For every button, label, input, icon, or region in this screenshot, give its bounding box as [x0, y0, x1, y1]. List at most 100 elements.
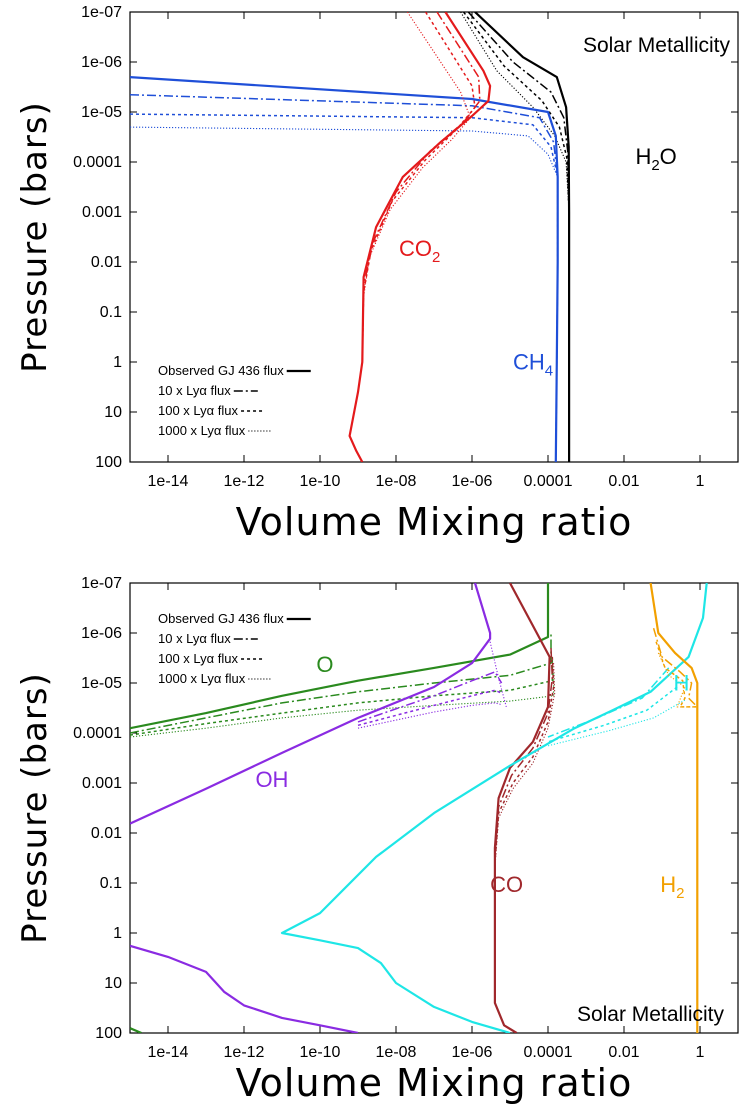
series-h-line: [547, 667, 670, 738]
legend-label: 10 x Lyα flux: [158, 383, 231, 398]
y-tick-label: 0.01: [91, 254, 122, 271]
series-h2o-line: [467, 12, 570, 462]
y-tick-label: 0.01: [91, 825, 122, 842]
x-tick-label: 1: [696, 473, 705, 490]
y-tick-label: 1e-06: [81, 625, 122, 642]
legend-label: Observed GJ 436 flux: [158, 611, 284, 626]
y-tick-label: 1: [113, 354, 122, 371]
series-co2-line: [348, 12, 492, 462]
y-tick-label: 100: [95, 1025, 122, 1042]
series-oh-line: [130, 583, 492, 825]
series-co-line: [494, 656, 555, 864]
species-label: CO2: [399, 236, 440, 266]
series-co-line: [493, 583, 551, 1033]
y-tick-label: 1e-05: [81, 104, 122, 121]
series-co-line: [494, 648, 554, 857]
panel-bottom: 1e-07 1e-06 1e-05 0.0001 0.001 0.01 0.1 1 10 100 …: [15, 575, 739, 1105]
y-tick-label: 1e-07: [81, 575, 122, 592]
x-tick-label: 1e-06: [452, 1044, 493, 1061]
y-tick-labels: 1e-07 1e-06 1e-05 0.0001 0.001 0.01 0.1 1 10 100: [73, 575, 738, 1042]
panel-title: Solar Metallicity: [577, 1003, 725, 1026]
series-o-line: [130, 671, 555, 738]
series-o-line: [130, 656, 554, 736]
y-tick-label: 0.001: [82, 775, 122, 792]
legend: Observed GJ 436 flux 10 x Lyα flux 100 x L…: [158, 611, 311, 686]
series-co2-line: [361, 12, 471, 363]
series-oh-line: [357, 702, 502, 729]
series-co2-line: [361, 12, 476, 363]
legend-label: 1000 x Lyα flux: [158, 671, 246, 686]
legend-label: 100 x Lyα flux: [158, 651, 239, 666]
x-tick-labels: 1e-14 1e-12 1e-10 1e-08 1e-06 0.0001 0.01 1: [148, 583, 705, 1061]
species-label: H2O: [635, 144, 676, 174]
species-label: H2: [660, 872, 684, 902]
y-tick-label: 1: [113, 925, 122, 942]
y-tick-label: 0.001: [82, 204, 122, 221]
species-label: CO: [490, 872, 523, 897]
x-tick-label: 1e-14: [148, 473, 189, 490]
y-tick-label: 0.0001: [73, 154, 122, 171]
panel-top: 1e-07 1e-06 1e-05 0.0001 0.001 0.01 0.1 1 10 100 …: [15, 4, 739, 544]
series-o-line: [130, 1027, 142, 1033]
x-tick-label: 1e-12: [224, 473, 265, 490]
series-oh-line: [130, 944, 359, 1033]
x-tick-label: 1e-10: [300, 473, 341, 490]
species-label: H: [673, 670, 689, 695]
series-o-line: [130, 633, 552, 734]
plot-frame: [129, 11, 739, 463]
series-oh-line: [489, 641, 507, 708]
x-tick-label: 1: [696, 1044, 705, 1061]
x-tick-label: 1e-08: [376, 473, 417, 490]
series-h2-line: [657, 652, 698, 708]
x-tick-label: 1e-10: [300, 1044, 341, 1061]
legend-label: Observed GJ 436 flux: [158, 363, 284, 378]
x-tick-label: 0.01: [608, 1044, 639, 1061]
x-tick-labels: 1e-14 1e-12 1e-10 1e-08 1e-06 0.0001 0.01 1: [148, 12, 705, 490]
legend-label: 100 x Lyα flux: [158, 403, 239, 418]
series-h2-line: [649, 583, 699, 1033]
y-tick-label: 1e-05: [81, 675, 122, 692]
series-h2o-line: [463, 12, 570, 462]
series-h2o-line: [474, 12, 571, 462]
series-layer: [130, 583, 708, 1033]
y-tick-label: 1e-06: [81, 54, 122, 71]
x-tick-label: 1e-08: [376, 1044, 417, 1061]
legend: Observed GJ 436 flux 10 x Lyα flux 100 x L…: [158, 363, 311, 438]
series-co2-line: [361, 12, 481, 363]
x-tick-label: 0.0001: [524, 1044, 573, 1061]
series-h-line: [280, 583, 708, 1033]
series-co-line: [494, 663, 556, 868]
species-labels: H2O CO2 CH4: [399, 144, 677, 379]
series-ch4-line: [130, 126, 559, 462]
y-axis-label: Pressure (bars): [15, 101, 55, 373]
series-h-line: [547, 686, 678, 743]
x-axis-label: Volume Mixing ratio: [236, 1061, 633, 1105]
x-tick-label: 1e-14: [148, 1044, 189, 1061]
x-tick-label: 1e-12: [224, 1044, 265, 1061]
y-axis-label: Pressure (bars): [15, 672, 55, 944]
series-h2-line: [655, 641, 698, 708]
series-h2-line: [652, 627, 698, 708]
panel-title: Solar Metallicity: [583, 34, 731, 57]
species-label: CH4: [513, 349, 553, 379]
x-tick-label: 1e-06: [452, 473, 493, 490]
species-label: O: [316, 652, 333, 677]
y-tick-label: 0.0001: [73, 725, 122, 742]
series-oh-line: [357, 671, 503, 723]
series-layer: [130, 12, 571, 462]
series-h-line: [547, 699, 686, 747]
plot-frame: [129, 582, 739, 1034]
y-tick-label: 100: [95, 454, 122, 471]
x-tick-label: 0.0001: [524, 473, 573, 490]
legend-label: 1000 x Lyα flux: [158, 423, 246, 438]
x-tick-label: 0.01: [608, 473, 639, 490]
y-tick-label: 10: [104, 404, 122, 421]
y-tick-label: 0.1: [100, 304, 122, 321]
series-h2o-line: [460, 12, 570, 462]
y-tick-label: 10: [104, 975, 122, 992]
x-axis-label: Volume Mixing ratio: [236, 500, 633, 544]
legend-label: 10 x Lyα flux: [158, 631, 231, 646]
species-label: OH: [255, 767, 288, 792]
